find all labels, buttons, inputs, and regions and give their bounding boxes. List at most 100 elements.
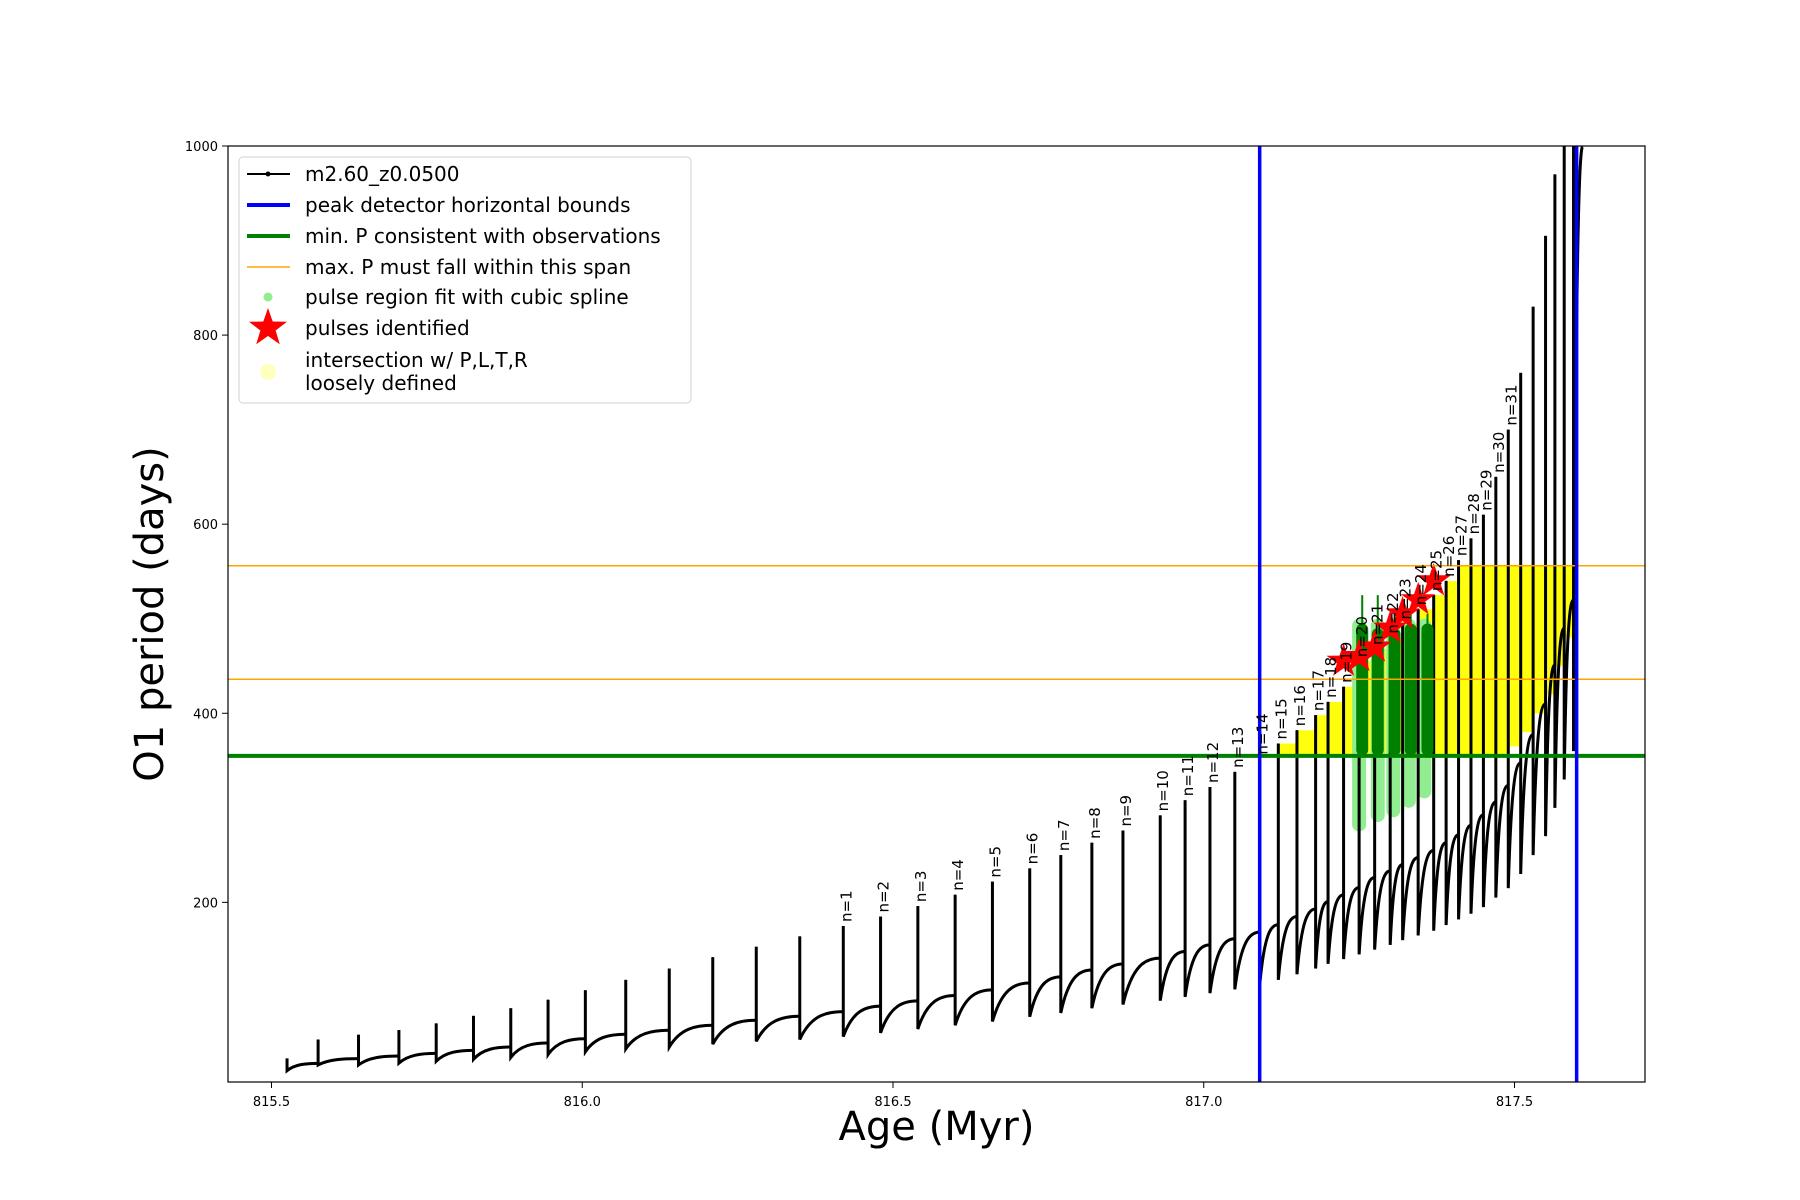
intersection-block bbox=[1508, 565, 1521, 747]
pulse-label: n=30 bbox=[1490, 432, 1508, 473]
legend-swatch-star bbox=[249, 308, 287, 345]
intersection-block bbox=[1278, 743, 1297, 756]
pulse-curve bbox=[1444, 580, 1459, 926]
pulse-curve bbox=[1295, 730, 1316, 975]
pulse-label: n=8 bbox=[1086, 807, 1104, 839]
pulse-label: n=5 bbox=[986, 846, 1004, 878]
pulse-curve bbox=[1208, 787, 1235, 994]
pulse-curve bbox=[754, 946, 800, 1043]
y-tick-label: 600 bbox=[193, 518, 218, 533]
pulse-curve bbox=[1416, 609, 1435, 936]
pulse-curve bbox=[546, 999, 586, 1060]
pulse-curve bbox=[1357, 661, 1375, 955]
pulse-label: n=1 bbox=[837, 890, 855, 922]
pulse-curve bbox=[1314, 715, 1329, 969]
legend-label: pulse region fit with cubic spline bbox=[305, 285, 629, 309]
pulse-label: n=29 bbox=[1477, 470, 1495, 511]
pulse-star bbox=[1357, 629, 1392, 662]
pulse-curve bbox=[1059, 855, 1092, 1014]
legend-label: max. P must fall within this span bbox=[305, 255, 631, 279]
intersection-block bbox=[1433, 595, 1447, 756]
pulse-curve bbox=[1519, 372, 1534, 875]
legend-label: peak detector horizontal bounds bbox=[305, 193, 631, 217]
pulse-curve bbox=[1457, 560, 1472, 920]
pulse-label: n=9 bbox=[1117, 795, 1135, 827]
pulse-curve bbox=[1494, 476, 1509, 898]
y-tick-label: 400 bbox=[193, 707, 218, 722]
pulse-curve bbox=[316, 1039, 359, 1068]
pulse-curve bbox=[1531, 306, 1547, 856]
intersection-block bbox=[1520, 565, 1534, 733]
intersection-block bbox=[1328, 701, 1344, 756]
intersection-block bbox=[1458, 565, 1471, 756]
pulse-curve bbox=[357, 1034, 399, 1068]
pulse-curve bbox=[711, 957, 757, 1045]
x-tick-label: 817.0 bbox=[1185, 1095, 1222, 1110]
pulse-label: n=3 bbox=[912, 871, 930, 903]
plot-frame bbox=[227, 145, 1646, 1083]
plot-content: n=1 n=2 n=3 n=4 n=5 n=6 n=7 n=8 n=9 n=10 n=11 n=12 n… bbox=[228, 146, 1645, 1082]
pulse-curve bbox=[1090, 842, 1124, 1009]
pulse-curve bbox=[1233, 771, 1260, 990]
pulse-curve bbox=[990, 881, 1030, 1022]
pulse-curve bbox=[1183, 800, 1211, 998]
pulse-curve bbox=[953, 894, 993, 1026]
legend-swatch-circle bbox=[260, 364, 276, 380]
pulse-label: n=23 bbox=[1397, 578, 1415, 619]
pulse-curve bbox=[285, 1058, 319, 1074]
pulse-label: n=13 bbox=[1229, 727, 1247, 768]
pulse-label: n=31 bbox=[1502, 384, 1520, 425]
pulse-label: n=18 bbox=[1322, 657, 1340, 698]
pulse-label: n=27 bbox=[1453, 515, 1471, 556]
pulse-label: n=10 bbox=[1154, 770, 1172, 811]
pulse-label: n=4 bbox=[949, 859, 967, 891]
legend-box bbox=[238, 156, 692, 404]
intersection-block bbox=[1483, 565, 1496, 756]
pulse-label: n=11 bbox=[1179, 755, 1197, 796]
pulse-label: n=25 bbox=[1428, 550, 1446, 591]
y-tick-label: 1000 bbox=[185, 140, 218, 155]
pulse-label: n=17 bbox=[1310, 670, 1328, 711]
pulse-curve bbox=[798, 936, 844, 1041]
pulse-curve bbox=[1028, 868, 1061, 1018]
pulse-label: n=6 bbox=[1024, 833, 1042, 865]
intersection-block bbox=[1564, 565, 1574, 638]
pulse-curve bbox=[434, 1023, 474, 1065]
pulse-star bbox=[1373, 610, 1408, 643]
pulse-star bbox=[1416, 562, 1451, 596]
pulse-label: n=7 bbox=[1055, 819, 1073, 851]
pulse-curve bbox=[1401, 623, 1419, 941]
pulse-curve bbox=[916, 906, 956, 1030]
intersection-block bbox=[1533, 565, 1546, 714]
intersection-block bbox=[1446, 580, 1459, 756]
intersection-block bbox=[1470, 565, 1484, 756]
pulse-curve bbox=[509, 1008, 549, 1062]
pulse-curve bbox=[1326, 701, 1344, 964]
x-tick-label: 817.5 bbox=[1496, 1095, 1533, 1110]
pulse-label: n=12 bbox=[1204, 742, 1222, 783]
pulse-star bbox=[1326, 643, 1361, 676]
y-axis-title: O1 period (days) bbox=[127, 446, 173, 781]
pulse-label: n=19 bbox=[1338, 642, 1356, 683]
pulse-curve bbox=[1342, 686, 1360, 960]
pulse-curve bbox=[624, 979, 670, 1054]
legend-label-line2: loosely defined bbox=[305, 371, 457, 395]
pulse-curve bbox=[1121, 830, 1161, 1005]
pulse-curve bbox=[1373, 648, 1391, 950]
x-tick-label: 816.0 bbox=[564, 1095, 601, 1110]
pulse-label: n=22 bbox=[1384, 592, 1402, 633]
legend-label: min. P consistent with observations bbox=[305, 224, 661, 248]
intersection-block bbox=[1315, 715, 1329, 756]
pulse-label: n=14 bbox=[1254, 713, 1272, 754]
legend-label: pulses identified bbox=[305, 316, 470, 340]
pulse-label: n=21 bbox=[1369, 604, 1387, 645]
pulse-curve bbox=[1469, 538, 1484, 914]
x-tick-label: 816.5 bbox=[874, 1095, 911, 1110]
pulse-label: n=24 bbox=[1412, 564, 1430, 605]
intersection-block bbox=[1545, 565, 1555, 695]
pulse-label: n=28 bbox=[1465, 493, 1483, 534]
x-tick-label: 815.5 bbox=[253, 1095, 290, 1110]
y-tick-label: 800 bbox=[193, 329, 218, 344]
